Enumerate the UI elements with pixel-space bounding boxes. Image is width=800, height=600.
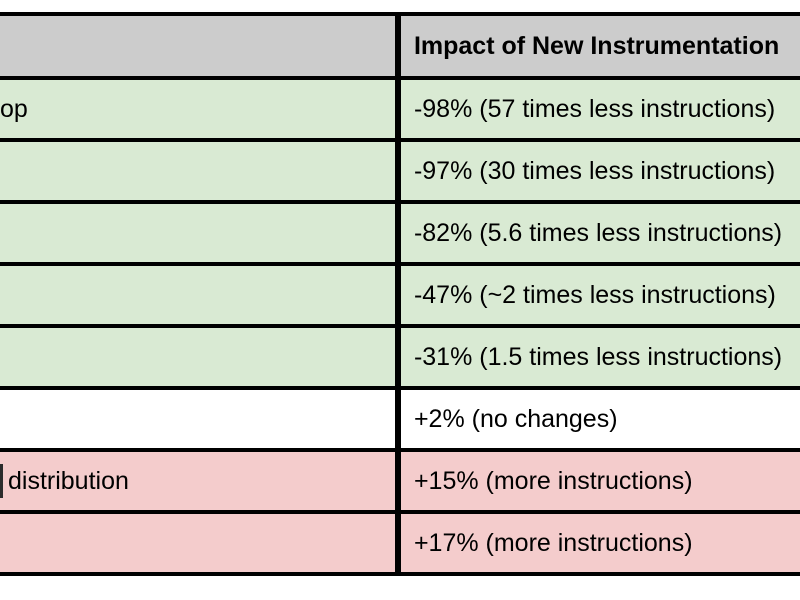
row-impact-cell: -82% (5.6 times less instructions) <box>401 204 800 262</box>
row-impact-text: -47% (~2 times less instructions) <box>413 280 776 309</box>
table-header-row: Impact of New Instrumentation <box>0 16 800 80</box>
row-impact-cell: +15% (more instructions) <box>401 452 800 510</box>
cut-letter-fragment <box>0 464 3 498</box>
row-label-cell <box>0 142 401 200</box>
row-label-text: distribution <box>8 466 129 495</box>
row-label-cell <box>0 328 401 386</box>
row-impact-text: +2% (no changes) <box>413 404 618 433</box>
table-row: +17% (more instructions) <box>0 514 800 576</box>
table-row: -31% (1.5 times less instructions) <box>0 328 800 390</box>
row-impact-cell: -97% (30 times less instructions) <box>401 142 800 200</box>
row-label-cell <box>0 514 401 572</box>
table-row: -47% (~2 times less instructions) <box>0 266 800 328</box>
row-label-cell <box>0 266 401 324</box>
row-label-cell: distribution <box>0 452 401 510</box>
table-row: distribution +15% (more instructions) <box>0 452 800 514</box>
table-row: op -98% (57 times less instructions) <box>0 80 800 142</box>
row-impact-text: +15% (more instructions) <box>413 466 693 495</box>
row-label-cell: op <box>0 80 401 138</box>
row-label-cell <box>0 390 401 448</box>
table-row: -82% (5.6 times less instructions) <box>0 204 800 266</box>
table-row: -97% (30 times less instructions) <box>0 142 800 204</box>
row-impact-text: -98% (57 times less instructions) <box>413 94 776 123</box>
header-impact-cell: Impact of New Instrumentation <box>413 31 780 60</box>
row-impact-cell: -47% (~2 times less instructions) <box>401 266 800 324</box>
table-row: +2% (no changes) <box>0 390 800 452</box>
row-impact-text: +17% (more instructions) <box>413 528 693 557</box>
impact-table: Impact of New Instrumentation op -98% (5… <box>0 12 800 576</box>
row-impact-text: -31% (1.5 times less instructions) <box>413 342 783 371</box>
row-impact-cell: -98% (57 times less instructions) <box>401 80 800 138</box>
row-impact-cell: +17% (more instructions) <box>401 514 800 572</box>
row-label-cell <box>0 204 401 262</box>
row-impact-cell: +2% (no changes) <box>401 390 800 448</box>
row-impact-cell: -31% (1.5 times less instructions) <box>401 328 800 386</box>
row-impact-text: -82% (5.6 times less instructions) <box>413 218 783 247</box>
row-impact-text: -97% (30 times less instructions) <box>413 156 776 185</box>
header-feature-cell <box>0 16 401 76</box>
row-label-text: op <box>0 94 28 123</box>
